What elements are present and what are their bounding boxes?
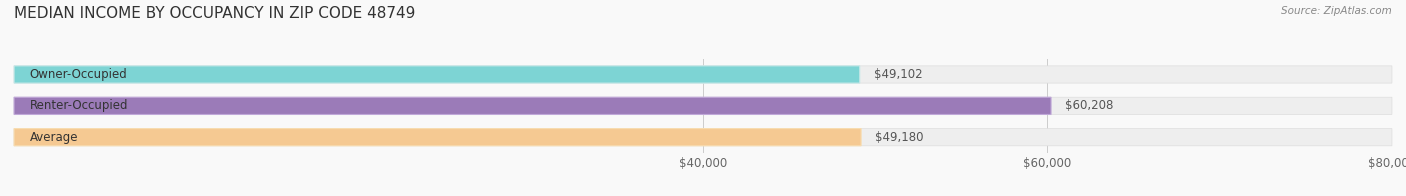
Text: Average: Average: [30, 131, 79, 144]
Text: Source: ZipAtlas.com: Source: ZipAtlas.com: [1281, 6, 1392, 16]
FancyBboxPatch shape: [14, 66, 1392, 83]
Text: $49,102: $49,102: [873, 68, 922, 81]
FancyBboxPatch shape: [14, 97, 1392, 114]
Text: $49,180: $49,180: [875, 131, 924, 144]
Text: $60,208: $60,208: [1064, 99, 1114, 112]
Text: Owner-Occupied: Owner-Occupied: [30, 68, 128, 81]
FancyBboxPatch shape: [14, 66, 859, 83]
FancyBboxPatch shape: [14, 129, 1392, 146]
FancyBboxPatch shape: [14, 97, 1052, 114]
Text: MEDIAN INCOME BY OCCUPANCY IN ZIP CODE 48749: MEDIAN INCOME BY OCCUPANCY IN ZIP CODE 4…: [14, 6, 415, 21]
Text: Renter-Occupied: Renter-Occupied: [30, 99, 128, 112]
FancyBboxPatch shape: [14, 129, 860, 146]
